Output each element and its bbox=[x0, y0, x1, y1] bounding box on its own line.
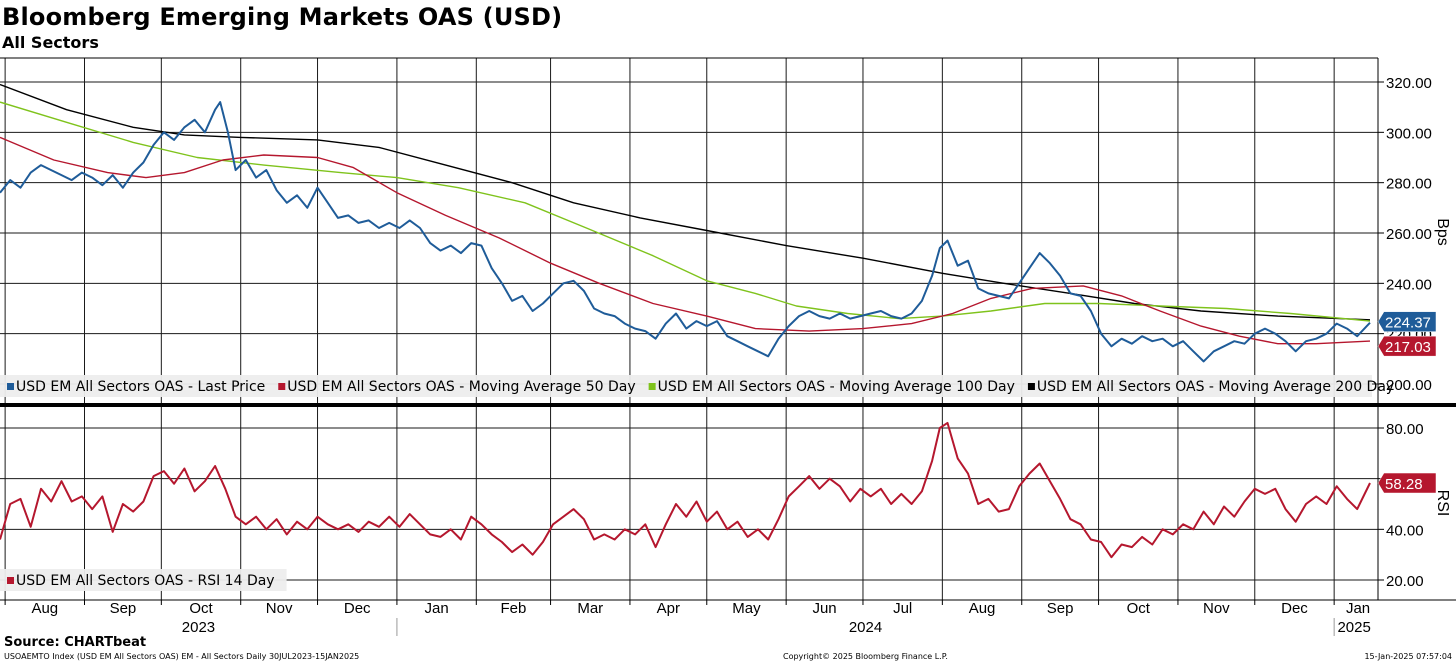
x-tick-label: Sep bbox=[110, 600, 137, 617]
legend-swatch bbox=[648, 383, 656, 390]
legend-entry: USD EM All Sectors OAS - Last Price bbox=[7, 379, 265, 395]
year-label: 2024 bbox=[849, 619, 882, 636]
x-tick-label: Nov bbox=[1203, 600, 1230, 617]
last-value-flag: 58.28 bbox=[1377, 472, 1437, 494]
y-tick-label: 200.00 bbox=[1386, 377, 1432, 394]
series-line bbox=[0, 421, 1371, 559]
x-tick-label: Nov bbox=[266, 600, 293, 617]
series-line bbox=[0, 101, 1371, 322]
legend-background bbox=[0, 569, 287, 591]
timestamp-label: 15-Jan-2025 07:57:04 bbox=[1364, 652, 1452, 661]
last-value-flag-bg bbox=[1377, 335, 1437, 357]
axis-layer: 320.00300.00280.00260.00240.00220.00200.… bbox=[0, 57, 1456, 636]
x-tick-label: Oct bbox=[1127, 600, 1151, 617]
chart-subtitle: All Sectors bbox=[2, 33, 99, 52]
legend-entry: USD EM All Sectors OAS - Moving Average … bbox=[648, 379, 1015, 395]
legend: USD EM All Sectors OAS - Last Price USD E… bbox=[0, 375, 1394, 397]
last-value-flag-bg bbox=[1377, 311, 1437, 332]
legend-swatch bbox=[7, 577, 14, 584]
x-tick-label: Jun bbox=[812, 600, 836, 617]
x-tick-label: Aug bbox=[31, 600, 58, 617]
x-tick-label: Jul bbox=[893, 600, 912, 617]
year-label: 2025 bbox=[1337, 619, 1370, 636]
legend-entry: USD EM All Sectors OAS - Moving Average … bbox=[278, 379, 636, 395]
x-tick-label: Mar bbox=[577, 600, 603, 617]
y-axis-title: Bps bbox=[1434, 218, 1451, 246]
rsi-tick-label: 20.00 bbox=[1386, 573, 1424, 590]
source-label: Source: CHARTbeat bbox=[4, 635, 147, 650]
legend-swatch bbox=[278, 383, 286, 390]
series-line bbox=[0, 83, 1371, 321]
legend-label: USD EM All Sectors OAS - Moving Average … bbox=[658, 379, 1015, 395]
legend-label: USD EM All Sectors OAS - Moving Average … bbox=[1037, 379, 1394, 395]
x-tick-label: Jan bbox=[425, 600, 449, 617]
legend-label: USD EM All Sectors OAS - Moving Average … bbox=[287, 379, 635, 395]
series-line bbox=[0, 101, 1371, 363]
x-tick-label: Oct bbox=[189, 600, 213, 617]
last-value-flag: 217.03 bbox=[1377, 335, 1437, 357]
last-value-flag-bg bbox=[1377, 472, 1437, 494]
y-tick-label: 260.00 bbox=[1386, 226, 1432, 243]
x-tick-label: Jan bbox=[1346, 600, 1370, 617]
last-value-label: 224.37 bbox=[1385, 315, 1431, 332]
last-value-flag: 224.37 bbox=[1377, 311, 1437, 332]
rsi-tick-label: 40.00 bbox=[1386, 522, 1424, 539]
legend: USD EM All Sectors OAS - RSI 14 Day bbox=[0, 569, 287, 591]
legend-entry: USD EM All Sectors OAS - RSI 14 Day bbox=[7, 573, 275, 589]
x-tick-label: Apr bbox=[657, 600, 680, 617]
ticker-info: USOAEMTO Index (USD EM All Sectors OAS) … bbox=[4, 652, 360, 661]
x-tick-label: Dec bbox=[1281, 600, 1308, 617]
year-label: 2023 bbox=[182, 619, 215, 636]
y-tick-label: 240.00 bbox=[1386, 276, 1432, 293]
legend-layer: USD EM All Sectors OAS - Last Price USD E… bbox=[0, 375, 1394, 591]
x-tick-label: Aug bbox=[969, 600, 996, 617]
x-tick-label: Dec bbox=[344, 600, 371, 617]
y-tick-label: 280.00 bbox=[1386, 176, 1432, 193]
x-tick-label: Feb bbox=[501, 600, 527, 617]
series-layer bbox=[0, 83, 1371, 559]
rsi-axis-title: RSI bbox=[1434, 490, 1451, 517]
y-tick-label: 300.00 bbox=[1386, 125, 1432, 142]
last-value-label: 217.03 bbox=[1385, 339, 1431, 356]
legend-label: USD EM All Sectors OAS - RSI 14 Day bbox=[16, 573, 275, 589]
series-line bbox=[0, 136, 1371, 345]
last-value-label: 58.28 bbox=[1385, 476, 1423, 493]
chart-title: Bloomberg Emerging Markets OAS (USD) bbox=[2, 3, 563, 31]
y-tick-label: 320.00 bbox=[1386, 75, 1432, 92]
legend-swatch bbox=[7, 383, 14, 390]
copyright-label: Copyright© 2025 Bloomberg Finance L.P. bbox=[783, 652, 948, 661]
legend-swatch bbox=[1027, 383, 1035, 390]
grid-layer bbox=[0, 58, 1378, 600]
x-tick-label: May bbox=[732, 600, 761, 617]
x-tick-label: Sep bbox=[1047, 600, 1074, 617]
legend-background bbox=[0, 375, 1372, 397]
legend-entry: USD EM All Sectors OAS - Moving Average … bbox=[1027, 379, 1394, 395]
legend-label: USD EM All Sectors OAS - Last Price bbox=[16, 379, 265, 395]
rsi-tick-label: 80.00 bbox=[1386, 421, 1424, 438]
panel-separator bbox=[0, 403, 1456, 407]
